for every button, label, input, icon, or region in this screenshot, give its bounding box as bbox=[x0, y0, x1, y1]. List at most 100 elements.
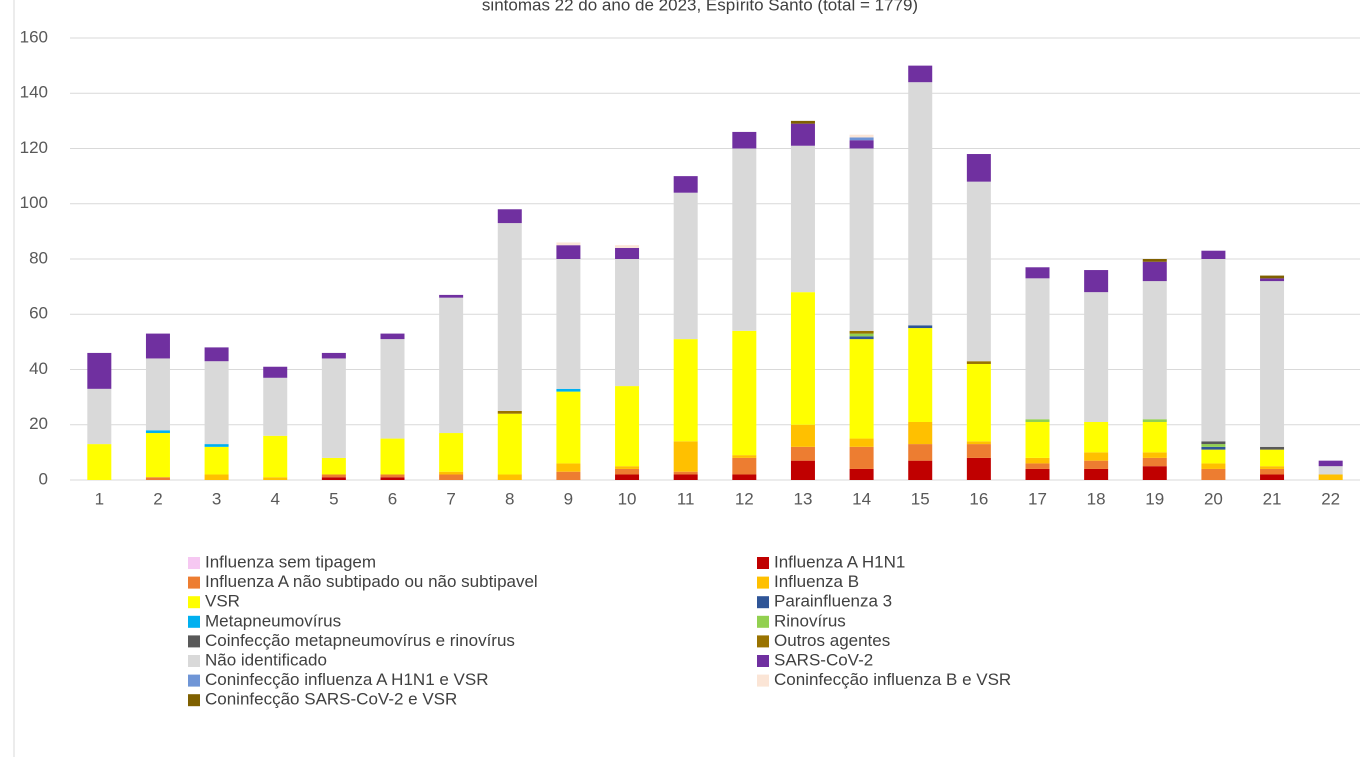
bar-segment bbox=[673, 192, 698, 340]
x-tick-label: 10 bbox=[618, 489, 637, 508]
bar-segment bbox=[673, 176, 698, 193]
legend-label: Não identificado bbox=[205, 650, 327, 669]
bar-segment bbox=[615, 466, 640, 469]
bar-segment bbox=[439, 474, 464, 480]
chart-title: sintomas 22 do ano de 2023, Espírito San… bbox=[482, 0, 918, 14]
bar-segment bbox=[732, 457, 757, 475]
y-tick-label: 40 bbox=[29, 359, 48, 378]
legend-label: Influenza B bbox=[774, 572, 859, 591]
legend-label: Coinfecção metapneumovírus e rinovírus bbox=[205, 631, 515, 650]
bar-segment bbox=[1025, 463, 1050, 469]
bar-segment bbox=[1025, 468, 1050, 480]
bar-segment bbox=[908, 328, 933, 422]
bar-segment bbox=[1142, 259, 1167, 262]
legend-label: SARS-CoV-2 bbox=[774, 650, 873, 669]
bar-segment bbox=[673, 474, 698, 480]
bar-segment bbox=[1260, 449, 1285, 467]
bar-segment bbox=[1142, 466, 1167, 480]
x-tick-label: 14 bbox=[852, 489, 871, 508]
bar-segment bbox=[1201, 250, 1226, 259]
legend-label: Coninfecção influenza A H1N1 e VSR bbox=[205, 670, 489, 689]
legend-swatch bbox=[188, 674, 200, 687]
x-tick-label: 2 bbox=[153, 489, 162, 508]
bar-segment bbox=[1084, 421, 1109, 453]
legend-swatch bbox=[757, 576, 769, 589]
bar-segment bbox=[615, 474, 640, 480]
bar-segment bbox=[966, 457, 991, 480]
bar-segment bbox=[849, 134, 874, 138]
bar-segment bbox=[1201, 449, 1226, 464]
legend-swatch bbox=[757, 655, 769, 667]
x-tick-label: 11 bbox=[677, 489, 695, 508]
legend-label: Rinovírus bbox=[774, 611, 846, 630]
bar-segment bbox=[497, 410, 522, 414]
bar-segment bbox=[1142, 261, 1167, 282]
x-tick-label: 13 bbox=[793, 489, 812, 508]
legend-swatch bbox=[188, 557, 200, 569]
legend-swatch bbox=[188, 635, 200, 648]
bar-segment bbox=[556, 259, 581, 389]
bar-segment bbox=[732, 455, 757, 458]
bar-segment bbox=[204, 347, 229, 362]
x-tick-label: 9 bbox=[564, 489, 573, 508]
bar-segment bbox=[1142, 452, 1167, 458]
bar-segment bbox=[556, 471, 581, 480]
bar-segment bbox=[1260, 466, 1285, 469]
legend-swatch bbox=[757, 557, 769, 569]
bar-segment bbox=[1260, 281, 1285, 447]
bar-segment bbox=[439, 471, 464, 475]
legend-swatch bbox=[188, 615, 200, 628]
legend-swatch bbox=[757, 674, 769, 687]
x-tick-label: 5 bbox=[329, 489, 338, 508]
y-tick-label: 160 bbox=[20, 27, 48, 46]
bar-segment bbox=[556, 245, 581, 259]
legend-label: Outros agentes bbox=[774, 631, 890, 650]
bar-segment bbox=[204, 444, 229, 447]
bar-segment bbox=[849, 339, 874, 439]
bar-segment bbox=[966, 181, 991, 362]
bar-segment bbox=[380, 339, 405, 439]
legend-swatch bbox=[188, 576, 200, 589]
x-tick-label: 7 bbox=[446, 489, 455, 508]
bar-segment bbox=[380, 477, 405, 480]
legend-label: Coninfecção SARS-CoV-2 e VSR bbox=[205, 690, 457, 709]
bar-segment bbox=[1260, 474, 1285, 480]
bar-segment bbox=[204, 446, 229, 475]
legend-label: VSR bbox=[205, 592, 240, 611]
y-tick-label: 140 bbox=[20, 83, 48, 102]
bar-segment bbox=[1201, 468, 1226, 480]
bar-segment bbox=[790, 292, 815, 425]
bar-segment bbox=[790, 145, 815, 293]
x-tick-label: 17 bbox=[1028, 489, 1047, 508]
bar-segment bbox=[204, 474, 229, 480]
bar-segment bbox=[849, 336, 874, 340]
bar-segment bbox=[790, 446, 815, 461]
legend-swatch bbox=[757, 615, 769, 628]
bar-segment bbox=[145, 430, 170, 434]
bar-segment bbox=[790, 120, 815, 124]
bar-segment bbox=[849, 140, 874, 149]
bar-segment bbox=[321, 358, 346, 458]
bar-segment bbox=[1201, 446, 1226, 450]
bar-segment bbox=[145, 477, 170, 480]
y-tick-label: 0 bbox=[39, 469, 48, 488]
bar-segment bbox=[1025, 278, 1050, 420]
bar-segment bbox=[556, 388, 581, 392]
bar-segment bbox=[263, 477, 288, 480]
bar-segment bbox=[321, 474, 346, 478]
bar-segment bbox=[497, 474, 522, 480]
bar-segment bbox=[849, 446, 874, 469]
x-tick-label: 22 bbox=[1321, 489, 1340, 508]
bar-segment bbox=[145, 358, 170, 431]
bar-segment bbox=[673, 339, 698, 442]
bar-segment bbox=[556, 391, 581, 464]
bar-segment bbox=[145, 433, 170, 478]
bar-segment bbox=[615, 386, 640, 467]
bar-segment bbox=[908, 444, 933, 461]
bar-segment bbox=[849, 148, 874, 331]
bar-segment bbox=[263, 366, 288, 378]
x-tick-label: 16 bbox=[969, 489, 988, 508]
legend-swatch bbox=[757, 635, 769, 648]
bar-segment bbox=[732, 148, 757, 331]
bar-segment bbox=[790, 460, 815, 480]
